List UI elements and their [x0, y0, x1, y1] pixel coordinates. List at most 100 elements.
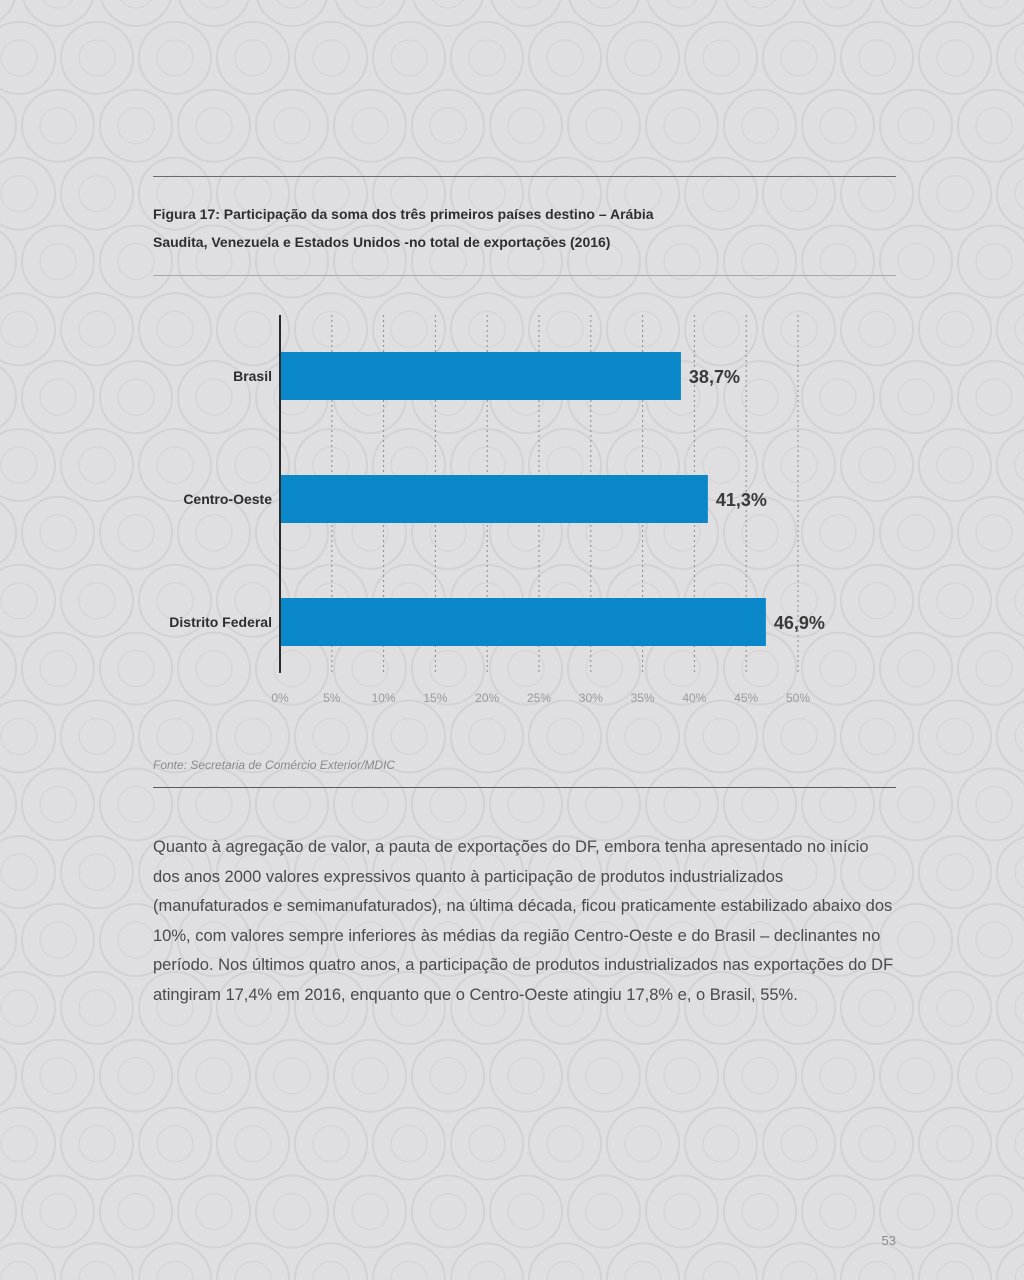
pattern-ring-outer — [918, 699, 992, 774]
pattern-ring-outer — [918, 835, 992, 910]
pattern-ring-inner — [429, 1057, 467, 1095]
pattern-ring-outer — [333, 88, 407, 163]
pattern-ring-inner — [198, 0, 230, 9]
pattern-ring-inner — [468, 989, 506, 1027]
pattern-ring-inner — [546, 853, 584, 891]
pattern-ring-outer — [684, 428, 758, 503]
pattern-ring-outer — [918, 20, 992, 95]
pattern-ring-outer — [138, 835, 212, 910]
category-label: Brasil — [233, 368, 272, 384]
pattern-ring-outer — [216, 156, 290, 231]
pattern-ring-inner — [351, 785, 389, 824]
pattern-ring-inner — [273, 242, 311, 281]
pattern-ring-inner — [156, 717, 194, 756]
pattern-ring-inner — [975, 378, 1013, 416]
pattern-ring-inner — [390, 39, 428, 77]
pattern-ring-outer — [21, 631, 95, 706]
pattern-ring-outer — [333, 224, 407, 299]
pattern-ring-outer — [0, 970, 56, 1045]
pattern-ring-inner — [351, 106, 389, 145]
pattern-ring-inner — [975, 1192, 1013, 1231]
top-rule — [153, 176, 896, 177]
pattern-ring-outer — [528, 1106, 602, 1181]
pattern-ring-inner — [624, 310, 662, 349]
pattern-ring-inner — [39, 921, 77, 959]
pattern-ring-inner — [117, 378, 155, 416]
pattern-ring-outer — [918, 1106, 992, 1181]
pattern-ring-inner — [468, 39, 506, 77]
pattern-ring-outer — [489, 903, 563, 978]
pattern-ring-inner — [468, 174, 506, 213]
pattern-ring-outer — [216, 835, 290, 910]
pattern-ring-outer — [333, 1174, 407, 1249]
pattern-ring-inner — [624, 1124, 662, 1163]
pattern-ring-outer — [177, 360, 251, 435]
pattern-ring-inner — [312, 1124, 350, 1163]
pattern-ring-outer — [723, 495, 797, 570]
pattern-ring-inner — [156, 1124, 194, 1163]
pattern-ring-outer — [372, 699, 446, 774]
pattern-ring-outer — [996, 972, 1024, 1044]
pattern-ring-inner — [624, 989, 662, 1027]
bar-distrito-federal — [281, 598, 766, 646]
pattern-ring-outer — [333, 903, 407, 978]
pattern-ring-outer — [801, 88, 875, 163]
pattern-ring-outer — [996, 1243, 1024, 1280]
category-label: Centro-Oeste — [183, 491, 272, 507]
pattern-ring-inner — [468, 1260, 506, 1280]
figure-title-line-2: Saudita, Venezuela e Estados Unidos -no … — [153, 234, 611, 250]
pattern-ring-inner — [234, 717, 272, 756]
pattern-ring-outer — [606, 1106, 680, 1181]
x-tick-label: 35% — [631, 691, 655, 705]
pattern-ring-outer — [840, 156, 914, 231]
pattern-ring-inner — [507, 106, 545, 145]
pattern-ring-outer — [801, 1038, 875, 1113]
pattern-ring-inner — [819, 514, 857, 552]
pattern-ring-inner — [702, 310, 740, 349]
pattern-ring-outer — [138, 699, 212, 774]
pattern-ring-outer — [60, 835, 134, 910]
pattern-ring-outer — [60, 20, 134, 95]
pattern-ring-inner — [936, 446, 974, 484]
pattern-ring-inner — [429, 106, 467, 145]
pattern-ring-inner — [0, 446, 38, 484]
pattern-ring-inner — [780, 446, 818, 484]
pattern-ring-outer — [450, 699, 524, 774]
pattern-ring-outer — [0, 1180, 17, 1243]
pattern-ring-outer — [645, 224, 719, 299]
pattern-ring-inner — [0, 1124, 38, 1163]
pattern-ring-outer — [333, 1038, 407, 1113]
pattern-ring-outer — [762, 156, 836, 231]
pattern-ring-outer — [216, 1242, 290, 1280]
pattern-ring-inner — [1014, 855, 1024, 889]
pattern-ring-outer — [879, 903, 953, 978]
pattern-ring-inner — [117, 514, 155, 552]
pattern-ring-outer — [528, 970, 602, 1045]
pattern-ring-inner — [234, 39, 272, 77]
pattern-ring-inner — [1014, 448, 1024, 482]
pattern-ring-inner — [702, 1260, 740, 1280]
pattern-ring-outer — [177, 903, 251, 978]
pattern-ring-inner — [1014, 584, 1024, 618]
pattern-ring-outer — [138, 156, 212, 231]
x-tick-label: 45% — [734, 691, 758, 705]
pattern-ring-outer — [138, 428, 212, 503]
pattern-ring-outer — [0, 501, 17, 565]
pattern-ring-outer — [411, 767, 485, 842]
pattern-ring-inner — [936, 1124, 974, 1163]
pattern-ring-outer — [0, 230, 17, 293]
pattern-ring-inner — [663, 1192, 701, 1231]
pattern-ring-inner — [858, 39, 896, 77]
pattern-ring-inner — [780, 989, 818, 1027]
pattern-ring-inner — [936, 581, 974, 620]
pattern-ring-outer — [879, 88, 953, 163]
pattern-ring-inner — [78, 39, 116, 77]
x-tick-label: 50% — [786, 691, 810, 705]
pattern-ring-inner — [0, 174, 38, 213]
pattern-ring-outer — [216, 428, 290, 503]
pattern-ring-inner — [663, 106, 701, 145]
pattern-ring-inner — [117, 649, 155, 688]
pattern-ring-outer — [450, 970, 524, 1045]
data-label: 46,9% — [774, 613, 825, 633]
pattern-ring-inner — [78, 717, 116, 756]
